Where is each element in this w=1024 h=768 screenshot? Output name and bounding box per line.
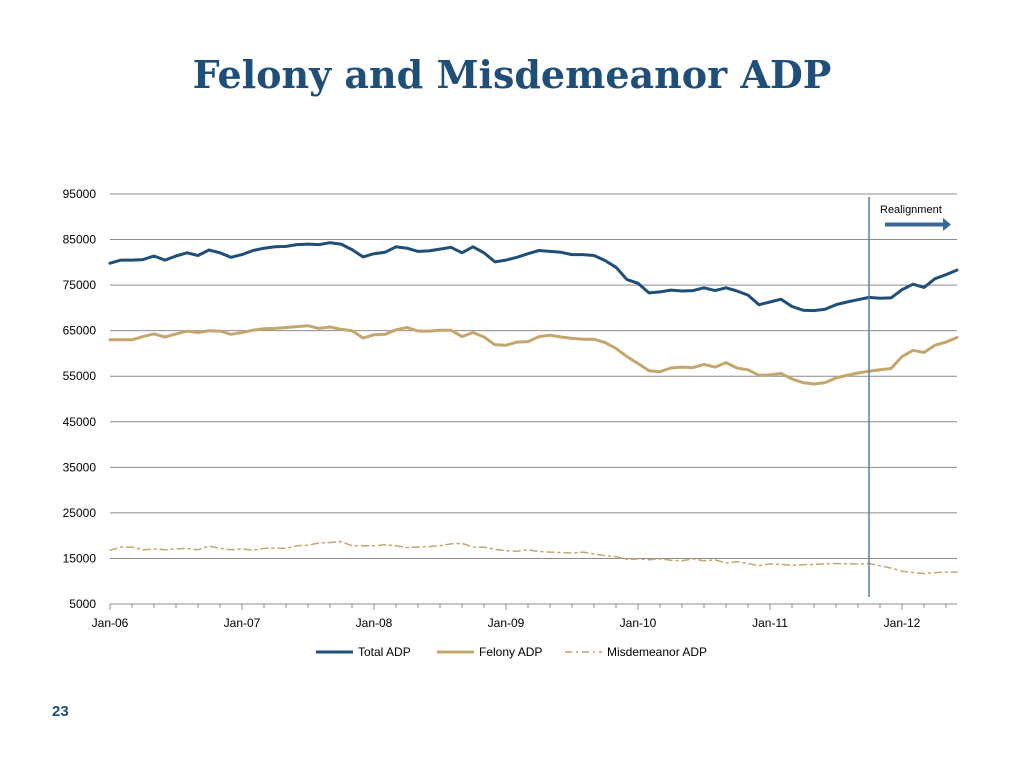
y-axis-tick-labels: 5000 15000 25000 35000 45000 55000 65000 75000 8… (63, 187, 97, 611)
total-adp-line (108, 241, 959, 313)
realignment-annotation: Realignment (868, 197, 951, 597)
series-lines (108, 241, 959, 575)
y-tick-label: 15000 (63, 551, 97, 565)
y-tick-label: 85000 (63, 233, 97, 247)
y-tick-label: 35000 (63, 460, 97, 474)
x-tick-label: Jan-11 (752, 616, 788, 630)
axes (109, 603, 957, 610)
slide-title: Felony and Misdemeanor ADP (192, 52, 832, 97)
y-tick-label: 25000 (63, 506, 97, 520)
y-tick-label: 75000 (63, 278, 97, 292)
y-tick-label: 65000 (63, 324, 97, 338)
y-tick-label: 5000 (69, 597, 96, 611)
realignment-arrow-head (943, 218, 951, 231)
page-number: 23 (52, 703, 69, 720)
x-tick-label: Jan-09 (488, 616, 525, 630)
gridlines (110, 193, 957, 559)
realignment-label: Realignment (880, 204, 942, 216)
felony-adp-line (108, 324, 959, 386)
y-tick-label: 95000 (63, 187, 97, 201)
y-tick-label: 55000 (63, 369, 97, 383)
misdemeanor-adp-line (109, 540, 958, 575)
x-tick-label: Jan-12 (884, 616, 921, 630)
x-tick-label: Jan-10 (620, 616, 657, 630)
legend-label-total-adp: Total ADP (358, 645, 411, 659)
x-axis-tick-labels: Jan-06 Jan-07 Jan-08 Jan-09 Jan-10 Jan-11 Jan-… (92, 616, 921, 630)
legend-label-felony-adp: Felony ADP (479, 645, 542, 659)
chart-legend: Total ADP Felony ADP Misdemeanor ADP (316, 645, 707, 659)
realignment-arrow-shaft (885, 222, 943, 227)
x-tick-label: Jan-07 (224, 616, 261, 630)
x-tick-label: Jan-06 (92, 616, 129, 630)
y-tick-label: 45000 (63, 415, 97, 429)
x-tick-label: Jan-08 (356, 616, 393, 630)
legend-label-misdemeanor-adp: Misdemeanor ADP (607, 645, 707, 659)
